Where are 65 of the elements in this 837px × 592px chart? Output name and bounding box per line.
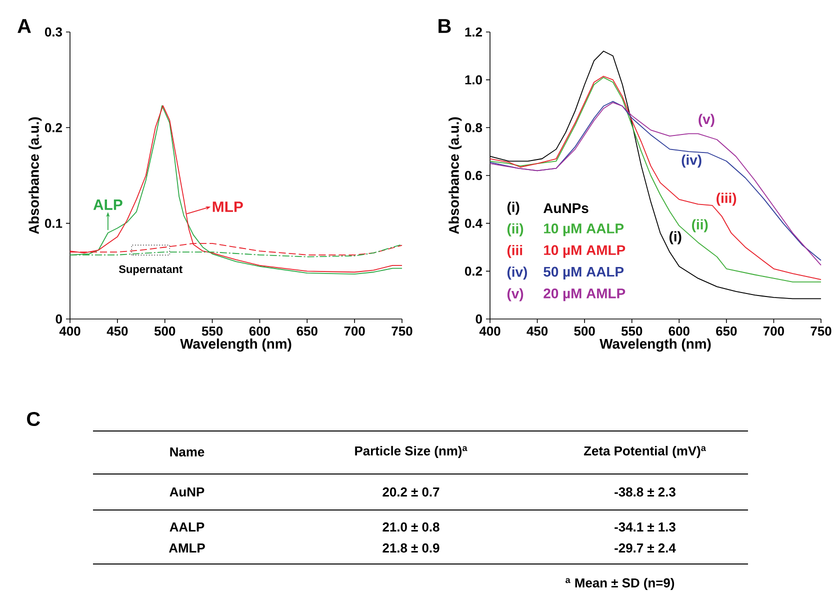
text: 21.8 ± 0.9 (382, 543, 440, 553)
text: Zeta Potential (mV)$^{a}$ (584, 446, 706, 458)
text: -34.1 ± 1.3 (614, 522, 676, 532)
x-tick-label: 600 (668, 326, 690, 336)
annotation: (v) (698, 114, 714, 127)
annotation: (iii) (716, 192, 736, 206)
annotation: (iii (507, 244, 522, 258)
annotation: (iv) (682, 154, 702, 168)
x-tick-label: 600 (249, 326, 270, 336)
text: C (27, 412, 40, 426)
annotation: (i) (507, 202, 520, 215)
x-tick-label: 650 (716, 326, 737, 336)
x-tick-label: 700 (763, 326, 784, 336)
y-tick-label: 0.6 (464, 170, 482, 180)
text: 50 µM AALP (544, 266, 624, 280)
y-tick-label: 0.4 (464, 218, 482, 228)
x-axis-title: Wavelength (nm) (180, 338, 292, 352)
x-tick-label: 750 (392, 326, 412, 336)
x-tick-label: 750 (810, 326, 832, 336)
text: -29.7 ± 2.4 (614, 543, 676, 553)
x-tick-label: 400 (479, 326, 500, 336)
x-tick-label: 550 (202, 326, 223, 336)
annotation: (v) (507, 288, 524, 302)
x-tick-label: 400 (59, 326, 80, 336)
x-tick-label: 550 (621, 326, 642, 336)
text: 10 µM AMLP (544, 245, 626, 258)
x-tick-label: 650 (296, 326, 318, 336)
y-axis-title: Absorbance (a.u.) (448, 117, 462, 234)
text: Particle Size (nm)$^{a}$ (355, 446, 468, 458)
annotation: Supernatant (118, 265, 182, 276)
text: -38.8 ± 2.3 (614, 487, 676, 497)
annotation: MLP (212, 202, 243, 212)
y-tick-label: 0.2 (44, 123, 62, 132)
x-tick-label: 500 (154, 326, 176, 336)
x-tick-label: 450 (106, 326, 128, 336)
y-tick-label: 0.1 (44, 218, 62, 228)
x-axis-title: Wavelength (nm) (600, 338, 711, 352)
text: AALP (170, 522, 204, 532)
text: Name (170, 447, 204, 457)
text: 21.0 ± 0.8 (382, 522, 440, 532)
x-tick-label: 450 (526, 326, 548, 336)
text: $^{a}$ Mean ± SD (n=9) (566, 578, 674, 590)
y-tick-label: 0 (476, 314, 482, 324)
annotation: (ii) (507, 223, 524, 236)
x-tick-label: 500 (574, 326, 595, 336)
text: AuNPs (544, 203, 588, 214)
y-tick-label: 0.3 (44, 27, 62, 37)
text: 20.2 ± 0.7 (382, 487, 440, 497)
annotation: (iv) (507, 266, 527, 280)
y-tick-label: 0.8 (464, 123, 482, 132)
text: AMLP (168, 544, 205, 552)
annotation: ALP (93, 200, 122, 210)
y-tick-label: 0.2 (464, 266, 482, 276)
y-tick-label: 1.0 (465, 75, 482, 84)
text: 20 µM AMLP (544, 288, 626, 302)
chart-title: B (438, 19, 451, 33)
y-tick-label: 1.2 (465, 27, 482, 37)
text: 10 µM AALP (544, 224, 624, 236)
annotation: (ii) (692, 219, 708, 232)
text: AuNP (170, 487, 204, 497)
chart-title: A (18, 19, 31, 33)
annotation: (i) (669, 231, 682, 244)
x-tick-label: 700 (344, 326, 365, 336)
y-axis-title: Absorbance (a.u.) (28, 117, 42, 234)
y-tick-label: 0 (56, 314, 62, 324)
